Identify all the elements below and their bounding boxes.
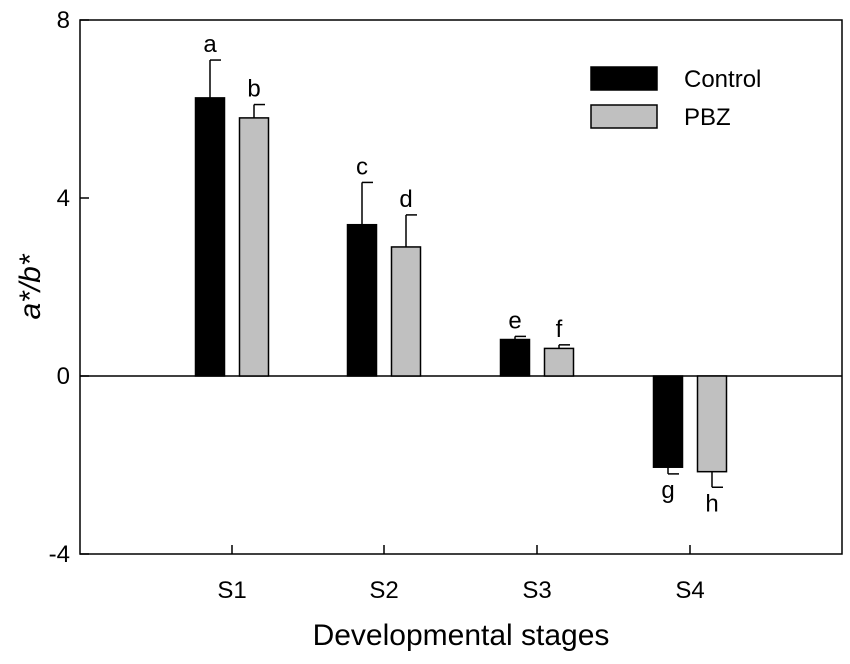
y-axis-title: a*/b*	[14, 253, 47, 319]
bar-pbz-s2	[390, 246, 422, 377]
x-tick-label: S1	[217, 577, 246, 604]
bar-control-s1	[194, 97, 226, 377]
significance-letter: f	[556, 316, 563, 343]
legend-label-pbz: PBZ	[684, 104, 731, 131]
significance-letter: e	[508, 307, 521, 334]
bar-control-s4	[652, 375, 684, 468]
significance-letter: a	[203, 31, 217, 58]
legend: Control PBZ	[590, 66, 761, 131]
x-axis-title: Developmental stages	[313, 619, 610, 652]
x-tick-label: S4	[675, 577, 704, 604]
significance-letter: g	[661, 477, 674, 504]
bar-pbz-s4	[696, 375, 728, 473]
x-tick-label: S3	[522, 577, 551, 604]
y-tick-label: 4	[57, 185, 70, 212]
bar-control-s3	[499, 338, 531, 377]
x-tick-label: S2	[369, 577, 398, 604]
significance-letter: b	[247, 76, 260, 103]
significance-letters: a c e g b d f h	[203, 31, 718, 517]
plot-frame	[79, 19, 843, 555]
y-tick-label: -4	[49, 541, 70, 568]
bar-pbz-s3	[543, 347, 575, 377]
legend-swatch-control	[590, 66, 658, 91]
y-tick-label: 8	[57, 7, 70, 34]
bars	[194, 59, 728, 488]
significance-letter: c	[356, 153, 368, 180]
significance-letter: d	[399, 186, 412, 213]
significance-letter: h	[705, 490, 718, 517]
legend-label-control: Control	[684, 66, 761, 93]
bar-pbz-s1	[238, 117, 270, 377]
bar-control-s2	[346, 223, 378, 377]
y-tick-label: 0	[57, 363, 70, 390]
legend-swatch-pbz	[590, 104, 658, 129]
